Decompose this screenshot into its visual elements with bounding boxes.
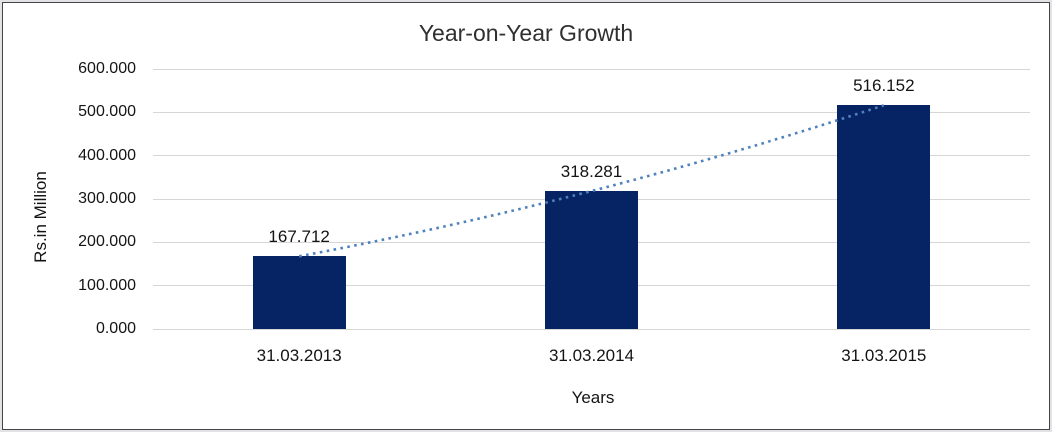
- x-axis-title: Years: [571, 388, 615, 407]
- bar: [252, 256, 346, 329]
- data-label: 318.281: [560, 162, 623, 182]
- data-label: 516.152: [853, 76, 915, 96]
- bar: [837, 105, 931, 329]
- y-tick-label: 600.000: [78, 60, 136, 77]
- x-tick-label: 31.03.2013: [256, 346, 342, 365]
- y-tick-label: 200.000: [78, 233, 136, 251]
- gridline: [153, 68, 1030, 70]
- y-tick-label: 400.000: [78, 146, 136, 164]
- data-label: 167.712: [268, 227, 330, 247]
- x-tick-label: 31.03.2014: [548, 346, 635, 365]
- y-tick-label: 300.000: [78, 190, 136, 207]
- y-tick-label: 500.000: [78, 103, 136, 121]
- y-tick-label: 100.000: [78, 276, 136, 294]
- y-tick-label: 0.000: [95, 320, 136, 337]
- gridline: [153, 328, 1030, 330]
- chart-title: Year-on-Year Growth: [418, 20, 634, 46]
- x-tick-label: 31.03.2015: [841, 346, 927, 365]
- bar: [545, 191, 638, 329]
